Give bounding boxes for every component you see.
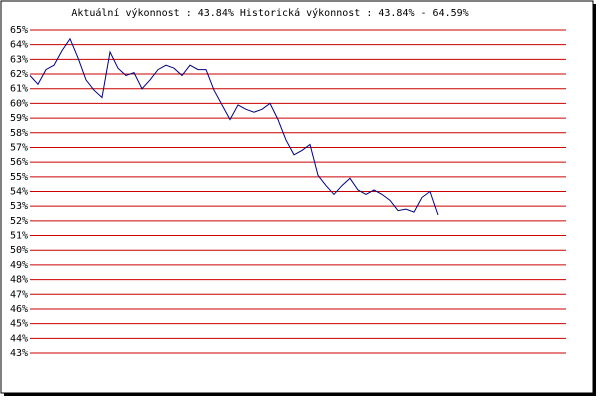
y-tick-label: 58% bbox=[10, 128, 28, 139]
y-tick-label: 52% bbox=[10, 216, 28, 227]
frame bbox=[0, 0, 594, 394]
data-line bbox=[29, 37, 439, 216]
y-tick-label: 60% bbox=[10, 98, 28, 109]
y-tick-label: 56% bbox=[10, 157, 28, 168]
chart-title: Aktuální výkonnost : 43.84% Historická v… bbox=[71, 7, 468, 19]
y-tick-label: 54% bbox=[10, 187, 28, 198]
y-tick-label: 61% bbox=[10, 84, 28, 95]
y-tick-label: 43% bbox=[10, 348, 28, 359]
y-tick-label: 47% bbox=[10, 289, 28, 300]
y-tick-label: 55% bbox=[10, 172, 28, 183]
y-tick-label: 46% bbox=[10, 304, 28, 315]
y-tick-label: 48% bbox=[10, 275, 28, 286]
y-tick-label: 45% bbox=[10, 319, 28, 330]
y-tick-label: 50% bbox=[10, 245, 28, 256]
y-tick-label: 65% bbox=[10, 25, 28, 36]
y-tick-label: 53% bbox=[10, 201, 28, 212]
y-tick-label: 44% bbox=[10, 333, 28, 344]
y-tick-label: 49% bbox=[10, 260, 28, 271]
y-tick-label: 64% bbox=[10, 40, 28, 51]
y-tick-label: 57% bbox=[10, 142, 28, 153]
y-tick-label: 51% bbox=[10, 231, 28, 242]
y-tick-label: 59% bbox=[10, 113, 28, 124]
y-tick-label: 63% bbox=[10, 54, 28, 65]
y-tick-label: 62% bbox=[10, 69, 28, 80]
